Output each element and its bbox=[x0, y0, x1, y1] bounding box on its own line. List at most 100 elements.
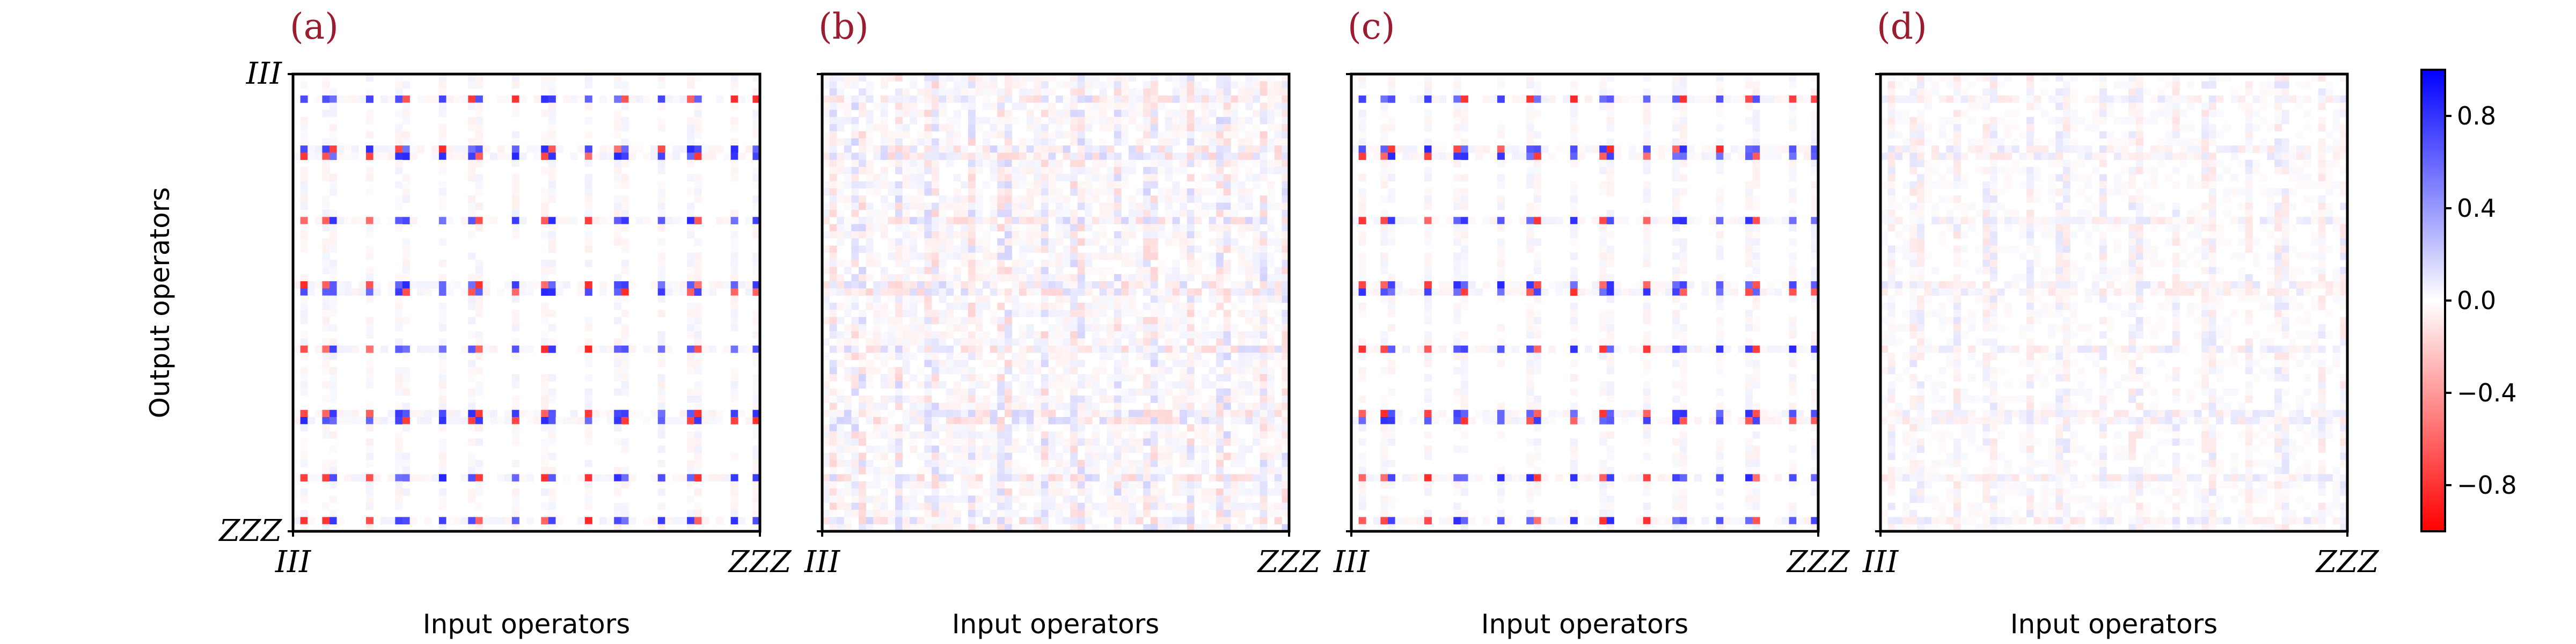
heatmap-cell bbox=[917, 95, 925, 103]
heatmap-cell bbox=[365, 495, 374, 503]
heatmap-cell bbox=[1274, 95, 1282, 103]
heatmap-cell bbox=[1245, 310, 1253, 318]
heatmap-cell bbox=[1194, 95, 1202, 103]
heatmap-cell bbox=[1231, 345, 1239, 353]
heatmap-cell bbox=[1194, 116, 1202, 125]
heatmap-cell bbox=[621, 202, 629, 210]
heatmap-cell bbox=[1260, 510, 1268, 517]
heatmap-cell bbox=[1679, 145, 1687, 153]
heatmap-cell bbox=[1114, 238, 1122, 246]
heatmap-cell bbox=[822, 209, 830, 217]
heatmap-cell bbox=[1606, 159, 1614, 167]
heatmap-cell bbox=[1460, 145, 1468, 153]
heatmap-cell bbox=[983, 181, 991, 189]
heatmap-cell bbox=[888, 474, 896, 482]
heatmap-cell bbox=[1107, 510, 1115, 517]
heatmap-cell bbox=[1223, 81, 1231, 89]
heatmap-cell bbox=[1460, 224, 1468, 232]
heatmap-cell bbox=[1114, 217, 1122, 224]
heatmap-cell bbox=[1216, 409, 1224, 418]
heatmap-cell bbox=[672, 217, 680, 224]
heatmap-cell bbox=[322, 167, 330, 174]
heatmap-cell bbox=[968, 138, 976, 146]
heatmap-cell bbox=[548, 74, 556, 82]
heatmap-cell bbox=[300, 181, 308, 189]
heatmap-cell bbox=[1789, 209, 1797, 217]
heatmap-cell bbox=[851, 167, 859, 174]
heatmap-cell bbox=[475, 74, 483, 82]
heatmap-cell bbox=[424, 288, 432, 296]
heatmap-cell bbox=[1789, 152, 1797, 160]
heatmap-cell bbox=[1063, 502, 1071, 510]
heatmap-cell bbox=[475, 424, 483, 432]
heatmap-cell bbox=[1606, 116, 1614, 125]
heatmap-cell bbox=[931, 267, 939, 275]
heatmap-cell bbox=[1070, 402, 1078, 411]
heatmap-cell bbox=[1099, 252, 1107, 260]
heatmap-cell bbox=[990, 317, 998, 325]
heatmap-cell bbox=[961, 495, 969, 503]
heatmap-cell bbox=[910, 488, 918, 496]
heatmap-cell bbox=[1231, 288, 1239, 296]
heatmap-cell bbox=[1034, 116, 1042, 125]
heatmap-cell bbox=[975, 295, 983, 303]
heatmap-cell bbox=[1092, 103, 1100, 110]
heatmap-cell bbox=[961, 88, 969, 96]
heatmap-cell bbox=[687, 267, 695, 275]
heatmap-cell bbox=[657, 459, 665, 467]
heatmap-cell bbox=[895, 495, 903, 503]
heatmap-cell bbox=[657, 145, 665, 153]
heatmap-cell bbox=[1592, 217, 1600, 224]
heatmap-cell bbox=[657, 260, 665, 267]
heatmap-cell bbox=[424, 281, 432, 289]
heatmap-cell bbox=[1548, 95, 1556, 103]
heatmap-cell bbox=[1085, 181, 1093, 189]
heatmap-cell bbox=[1194, 488, 1202, 496]
heatmap-cell bbox=[1424, 152, 1432, 160]
heatmap-cell bbox=[1245, 524, 1253, 532]
heatmap-cell bbox=[1274, 481, 1282, 489]
panel-a-heatmap bbox=[293, 74, 760, 532]
heatmap-cell bbox=[300, 381, 308, 389]
heatmap-cell bbox=[1121, 138, 1129, 146]
heatmap-cell bbox=[939, 459, 947, 467]
heatmap-cell bbox=[1209, 152, 1217, 160]
heatmap-cell bbox=[402, 174, 410, 182]
heatmap-cell bbox=[1158, 495, 1166, 503]
heatmap-cell bbox=[837, 303, 845, 310]
heatmap-cell bbox=[895, 374, 903, 382]
heatmap-cell bbox=[990, 159, 998, 167]
heatmap-cell bbox=[1599, 181, 1607, 189]
heatmap-cell bbox=[851, 488, 859, 496]
heatmap-cell bbox=[1209, 331, 1217, 339]
heatmap-cell bbox=[511, 224, 519, 232]
heatmap-cell bbox=[1460, 152, 1468, 160]
heatmap-cell bbox=[1650, 217, 1658, 224]
heatmap-cell bbox=[519, 152, 527, 160]
heatmap-cell bbox=[1253, 388, 1261, 396]
heatmap-cell bbox=[946, 124, 954, 131]
heatmap-cell bbox=[968, 345, 976, 353]
heatmap-cell bbox=[752, 217, 760, 224]
heatmap-cell bbox=[730, 74, 738, 82]
heatmap-cell bbox=[975, 474, 983, 482]
heatmap-cell bbox=[1253, 74, 1261, 82]
heatmap-cell bbox=[1187, 317, 1195, 325]
heatmap-cell bbox=[475, 174, 483, 182]
heatmap-cell bbox=[322, 467, 330, 474]
heatmap-cell bbox=[1194, 495, 1202, 503]
heatmap-cell bbox=[1274, 109, 1282, 118]
heatmap-cell bbox=[1180, 303, 1188, 310]
heatmap-cell bbox=[1107, 438, 1115, 446]
heatmap-cell bbox=[1180, 367, 1188, 375]
heatmap-cell bbox=[599, 217, 607, 224]
heatmap-cell bbox=[329, 109, 337, 118]
heatmap-cell bbox=[1012, 510, 1020, 517]
heatmap-cell bbox=[438, 396, 447, 403]
heatmap-cell bbox=[1730, 145, 1738, 153]
heatmap-cell bbox=[336, 409, 345, 418]
heatmap-cell bbox=[902, 502, 910, 510]
heatmap-cell bbox=[1497, 274, 1505, 282]
heatmap-cell bbox=[1085, 517, 1093, 525]
heatmap-cell bbox=[946, 231, 954, 239]
